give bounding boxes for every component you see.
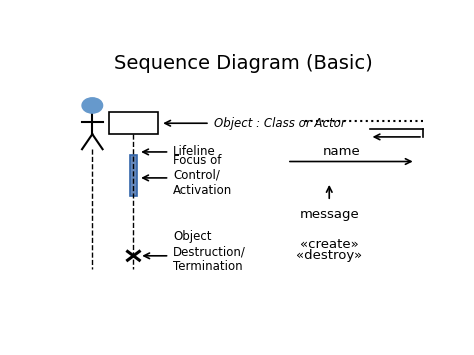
Circle shape (82, 98, 102, 113)
Text: «destroy»: «destroy» (296, 249, 362, 262)
Text: Sequence Diagram (Basic): Sequence Diagram (Basic) (114, 54, 372, 72)
Text: name: name (323, 145, 361, 158)
FancyBboxPatch shape (130, 155, 137, 196)
Text: «create»: «create» (300, 238, 359, 251)
FancyBboxPatch shape (109, 112, 158, 134)
Text: Object
Destruction/
Termination: Object Destruction/ Termination (173, 230, 246, 273)
Text: Lifeline: Lifeline (173, 146, 216, 158)
Text: message: message (300, 208, 359, 221)
Text: Object : Class or Actor: Object : Class or Actor (213, 117, 345, 130)
Text: Focus of
Control/
Activation: Focus of Control/ Activation (173, 154, 232, 197)
